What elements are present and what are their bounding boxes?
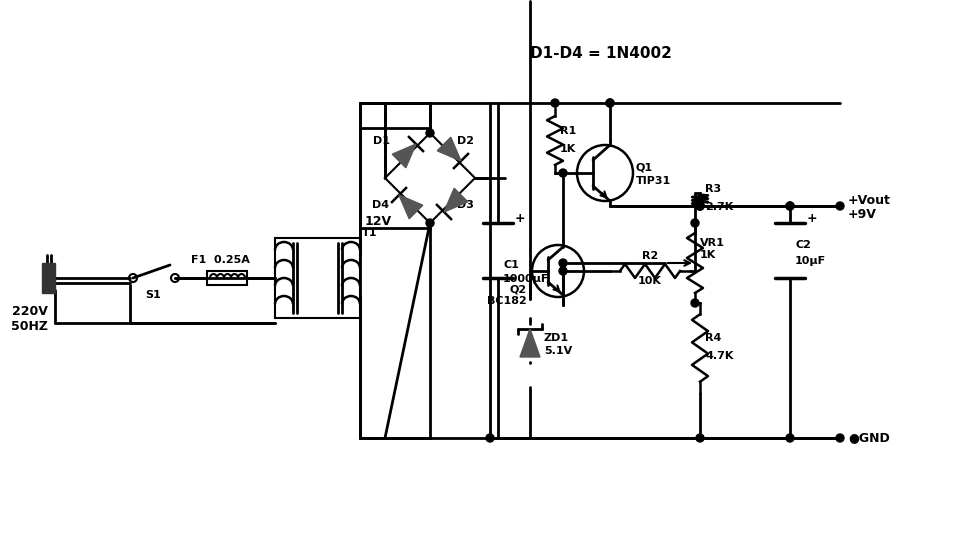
Text: Q1: Q1 [636,163,653,173]
Text: D4: D4 [372,200,389,211]
Text: BC182: BC182 [487,296,527,306]
Polygon shape [399,195,423,219]
Circle shape [691,299,699,307]
Text: 220V
50HZ: 220V 50HZ [12,305,49,333]
Circle shape [696,202,704,210]
Circle shape [559,259,567,267]
Text: 10μF: 10μF [795,255,826,265]
Circle shape [786,202,794,210]
Text: T1: T1 [362,228,378,238]
Circle shape [606,99,614,107]
Circle shape [696,202,704,210]
Text: R1: R1 [560,125,576,135]
Circle shape [836,434,844,442]
Text: +Vout: +Vout [848,195,891,207]
Text: C1: C1 [503,261,519,271]
Circle shape [426,219,434,227]
Text: ZD1: ZD1 [544,333,569,343]
Circle shape [559,169,567,177]
Text: D1-D4 = 1N4002: D1-D4 = 1N4002 [530,45,672,61]
Text: 1K: 1K [700,250,716,260]
Circle shape [836,202,844,210]
Circle shape [696,202,704,210]
Text: 4.7K: 4.7K [705,351,734,361]
Text: C2: C2 [795,240,811,251]
Text: 5.1V: 5.1V [544,346,573,356]
Text: Q2: Q2 [510,284,527,294]
Circle shape [696,434,704,442]
Text: 10K: 10K [638,276,662,286]
Text: 12V: 12V [365,215,392,228]
Text: +: + [515,212,526,224]
Text: F1  0.25A: F1 0.25A [191,255,249,265]
Text: S1: S1 [145,290,161,300]
Bar [207,271,247,285]
Polygon shape [392,144,416,168]
Text: R3: R3 [705,184,721,195]
Text: D1: D1 [372,135,389,146]
Text: R4: R4 [705,333,721,343]
Text: 1K: 1K [560,143,576,154]
Circle shape [426,129,434,137]
Polygon shape [444,188,468,212]
Circle shape [786,434,794,442]
Circle shape [486,434,494,442]
Polygon shape [520,329,540,357]
Text: +: + [807,212,818,224]
Text: ●GND: ●GND [848,432,890,445]
Circle shape [786,202,794,210]
Circle shape [559,267,567,275]
Circle shape [691,219,699,227]
Circle shape [551,99,559,107]
Text: +9V: +9V [848,207,877,221]
Text: R2: R2 [642,251,658,261]
Text: D2: D2 [457,135,475,146]
Text: D3: D3 [457,200,475,211]
Text: TIP31: TIP31 [636,176,671,186]
Circle shape [606,99,614,107]
Text: VR1: VR1 [700,238,725,248]
Text: 1000μF: 1000μF [503,273,550,284]
Polygon shape [437,137,461,161]
Text: 2.7K: 2.7K [705,203,734,213]
Polygon shape [42,263,55,293]
Bar [275,238,360,318]
